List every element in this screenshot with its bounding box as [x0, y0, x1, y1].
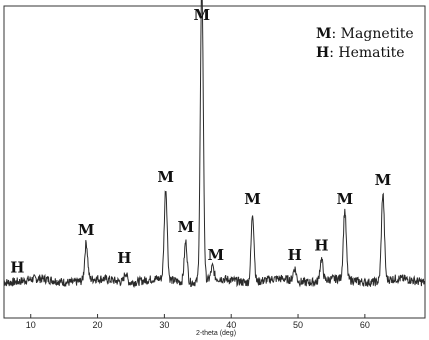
legend-separator: : [332, 26, 341, 42]
axes [3, 5, 426, 319]
peak-label-m: M [375, 171, 392, 189]
peak-label-m: M [208, 246, 225, 264]
x-tick-label: 20 [93, 320, 103, 330]
legend-name-hematite: Hematite [338, 45, 404, 61]
x-tick-label: 50 [293, 320, 303, 330]
peak-label-m: M [177, 218, 194, 236]
peak-label-m: M [157, 168, 174, 186]
peak-label-m: M [78, 221, 95, 239]
peak-label-h: H [117, 249, 131, 267]
legend-key-m: M [316, 26, 332, 42]
plot-frame [3, 5, 426, 319]
peak-label-h: H [288, 246, 302, 264]
peak-label-h: H [314, 237, 328, 255]
legend-name-magnetite: Magnetite [341, 26, 414, 42]
legend-item-hematite: H: Hematite [316, 45, 405, 61]
x-ticks: 10 20 30 40 50 60 [26, 314, 370, 330]
x-tick-label: 40 [226, 320, 236, 330]
legend-separator: : [329, 45, 338, 61]
peak-label-h: H [10, 259, 24, 277]
peak-label-m: M [193, 6, 210, 24]
peak-label-m: M [337, 190, 354, 208]
x-tick-label: 10 [26, 320, 36, 330]
diffraction-pattern-line [3, 0, 426, 289]
x-axis-title: 2-theta (deg) [196, 330, 236, 337]
legend-key-h: H [316, 45, 329, 61]
peak-label-m: M [244, 190, 261, 208]
legend-item-magnetite: M: Magnetite [316, 26, 414, 42]
legend: M: Magnetite H: Hematite [316, 26, 414, 61]
x-tick-label: 60 [360, 320, 370, 330]
x-tick-label: 30 [159, 320, 169, 330]
